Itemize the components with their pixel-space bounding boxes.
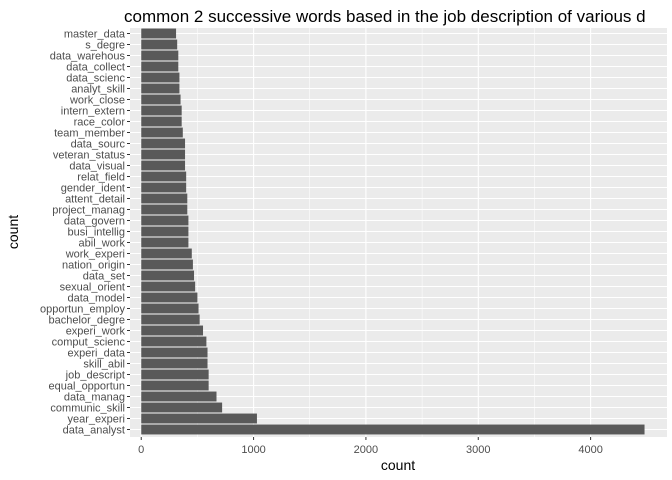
y-tick-label: year_experi: [68, 414, 125, 426]
bar-race_color: [141, 116, 182, 127]
bar-nation_origin: [141, 259, 193, 270]
bar-work_experi: [141, 248, 192, 259]
y-tick-label: abil_work: [79, 238, 126, 250]
bar-data_collect: [141, 61, 179, 72]
y-tick-label: busi_intellig: [68, 227, 125, 239]
y-tick-label: data_analyst: [63, 425, 125, 437]
y-tick-label: experi_data: [68, 348, 126, 360]
y-tick-label: master_data: [64, 29, 126, 41]
y-tick-label: data_model: [68, 293, 126, 305]
y-tick-label: work_close: [69, 95, 125, 107]
bar-work_close: [141, 94, 181, 105]
y-tick-label: intern_extern: [61, 106, 125, 118]
bar-opportun_employ: [141, 303, 199, 314]
y-tick-label: data_sourc: [71, 139, 126, 151]
bar-data_set: [141, 270, 195, 281]
bar-team_member: [141, 127, 183, 138]
y-tick-label: data_collect: [66, 62, 125, 74]
bar-abil_work: [141, 237, 189, 248]
bar-master_data: [141, 28, 177, 39]
bar-data_visual: [141, 160, 186, 171]
y-tick-label: data_manag: [64, 392, 125, 404]
y-tick-label: relat_field: [77, 172, 125, 184]
bar-veteran_status: [141, 149, 186, 160]
bar-attent_detail: [141, 193, 188, 204]
bar-analyt_skill: [141, 83, 180, 94]
y-tick-label: s_degre: [85, 40, 125, 52]
y-tick-label: work_experi: [65, 249, 125, 261]
x-axis-ticks: 0 1000 2000 3000 4000: [138, 437, 603, 456]
y-tick-label: job_descript: [65, 370, 125, 382]
y-tick-label: experi_work: [66, 326, 126, 338]
y-tick-label: gender_ident: [61, 183, 125, 195]
x-tick-label: 1000: [241, 444, 265, 456]
bar-project_manag: [141, 204, 188, 215]
bar-experi_work: [141, 325, 204, 336]
x-tick-label: 2000: [354, 444, 378, 456]
y-tick-label: bachelor_degre: [49, 315, 125, 327]
x-tick-label: 0: [138, 444, 144, 456]
y-tick-label: data_govern: [64, 216, 125, 228]
y-tick-label: opportun_employ: [40, 304, 126, 316]
y-tick-label: skill_abil: [83, 359, 125, 371]
bar-data_scienc: [141, 72, 180, 83]
bar-data_analyst: [141, 424, 645, 435]
plot-panel: [130, 28, 667, 437]
bar-data_govern: [141, 215, 189, 226]
chart-title: common 2 successive words based in the j…: [124, 7, 646, 26]
y-axis-title: count: [5, 215, 21, 249]
y-tick-label: team_member: [54, 128, 125, 140]
x-axis-title: count: [381, 457, 415, 473]
x-tick-label: 4000: [578, 444, 602, 456]
y-tick-label: veteran_status: [53, 150, 126, 162]
bar-year_experi: [141, 413, 257, 424]
y-tick-label: equal_opportun: [49, 381, 125, 393]
bar-communic_skill: [141, 402, 223, 413]
y-tick-label: race_color: [74, 117, 126, 129]
bar-data_sourc: [141, 138, 186, 149]
y-tick-label: communic_skill: [50, 403, 125, 415]
x-tick-label: 3000: [466, 444, 490, 456]
bar-relat_field: [141, 171, 187, 182]
y-tick-label: sexual_orient: [60, 282, 125, 294]
bar-bachelor_degre: [141, 314, 200, 325]
bar-equal_opportun: [141, 380, 209, 391]
bar-experi_data: [141, 347, 208, 358]
bar-skill_abil: [141, 358, 208, 369]
bar-comput_scienc: [141, 336, 207, 347]
bar-s_degre: [141, 39, 178, 50]
bar-sexual_orient: [141, 281, 196, 292]
bar-data_warehous: [141, 50, 179, 61]
y-tick-label: data_visual: [69, 161, 125, 173]
y-tick-label: data_set: [83, 271, 125, 283]
bar-data_manag: [141, 391, 217, 402]
y-tick-label: project_manag: [52, 205, 125, 217]
y-tick-label: attent_detail: [65, 194, 125, 206]
bar-gender_ident: [141, 182, 187, 193]
y-tick-label: comput_scienc: [52, 337, 126, 349]
bar-intern_extern: [141, 105, 182, 116]
bars: [141, 28, 645, 435]
bar-data_model: [141, 292, 198, 303]
y-tick-label: nation_origin: [62, 260, 125, 272]
bar-busi_intellig: [141, 226, 189, 237]
y-axis-ticks: data_analystyear_expericommunic_skilldat…: [40, 29, 130, 437]
y-tick-label: analyt_skill: [71, 84, 125, 96]
bar-job_descript: [141, 369, 209, 380]
y-tick-label: data_warehous: [50, 51, 126, 63]
y-tick-label: data_scienc: [66, 73, 125, 85]
